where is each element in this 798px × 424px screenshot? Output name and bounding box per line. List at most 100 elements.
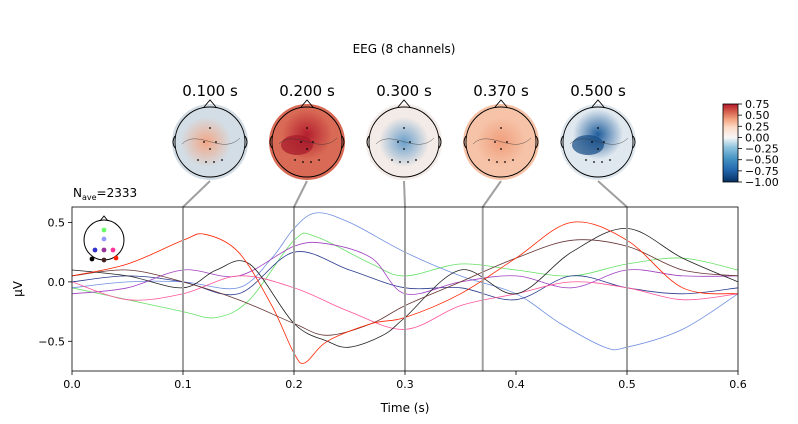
inset-sensor bbox=[101, 257, 107, 263]
trace-ch2 bbox=[71, 212, 739, 351]
nave-subscript: ave bbox=[82, 193, 97, 202]
topomap-connector bbox=[597, 180, 628, 208]
sensor-dot bbox=[310, 161, 312, 163]
colorbar-tick-label: −1.00 bbox=[745, 176, 779, 189]
colorbar-tick-label: −0.75 bbox=[745, 165, 779, 178]
nave-n: N bbox=[73, 186, 82, 200]
right-ear bbox=[632, 135, 636, 149]
colorbar-ticks: 0.750.500.250.00−0.25−0.50−0.75−1.00 bbox=[738, 98, 779, 189]
topomap-extremum bbox=[572, 135, 604, 155]
sensor-dot bbox=[300, 141, 302, 143]
left-ear bbox=[560, 135, 564, 149]
sensor-dot bbox=[585, 159, 587, 161]
colorbar-tick-label: 0.75 bbox=[745, 98, 770, 111]
sensor-dot bbox=[197, 159, 199, 161]
colorbar: 0.750.500.250.00−0.25−0.50−0.75−1.00 bbox=[722, 98, 779, 189]
topomap-time-label: 0.100 s bbox=[182, 82, 238, 100]
left-ear bbox=[463, 135, 467, 149]
contour-line bbox=[472, 137, 532, 145]
contour-line bbox=[181, 137, 241, 145]
head-outline bbox=[368, 106, 440, 178]
inset-sensor bbox=[89, 256, 95, 262]
sensor-dot bbox=[403, 148, 405, 150]
topomap-time-label: 0.200 s bbox=[279, 82, 335, 100]
sensor-dot bbox=[593, 161, 595, 163]
x-tick-label: 0.3 bbox=[396, 378, 414, 391]
nave-annotation: Nave=2333 bbox=[73, 186, 137, 202]
inset-sensor bbox=[110, 247, 116, 253]
sensor-dot bbox=[209, 127, 211, 129]
sensor-dot bbox=[215, 141, 217, 143]
topomap-time-label: 0.500 s bbox=[570, 82, 626, 100]
left-ear bbox=[366, 135, 370, 149]
left-ear bbox=[172, 135, 176, 149]
sensor-dot bbox=[415, 159, 417, 161]
colorbar-tick-label: 0.25 bbox=[745, 120, 770, 133]
y-tick-label: −0.5 bbox=[38, 335, 65, 348]
sensor-dot bbox=[399, 161, 401, 163]
right-ear bbox=[535, 135, 539, 149]
sensor-dot bbox=[488, 159, 490, 161]
topomap-field bbox=[366, 104, 442, 180]
head-outline bbox=[562, 106, 634, 178]
trace-ch7 bbox=[71, 239, 739, 336]
trace-ch1 bbox=[71, 232, 739, 319]
plot-area: 0.0 0.1 0.2 0.3 0.4 0.5 0.6 0.5 0.0 −0.5 bbox=[38, 206, 747, 391]
nose bbox=[591, 99, 605, 108]
sensor-dot bbox=[496, 161, 498, 163]
sensor-dot bbox=[203, 141, 205, 143]
sensor-dot bbox=[609, 159, 611, 161]
sensor-dot bbox=[312, 141, 314, 143]
x-axis-label: Time (s) bbox=[380, 401, 430, 415]
contour-line bbox=[569, 137, 629, 145]
inset-sensor bbox=[101, 227, 107, 233]
nose bbox=[300, 99, 314, 108]
sensor-dot bbox=[221, 159, 223, 161]
topomap-2: 0.200 s bbox=[269, 82, 345, 180]
left-ear bbox=[269, 135, 273, 149]
sensor-dot bbox=[407, 161, 409, 163]
x-tick-label: 0.6 bbox=[729, 378, 747, 391]
sensor-dot bbox=[591, 141, 593, 143]
right-ear bbox=[244, 135, 248, 149]
topomap-4: 0.370 s bbox=[463, 82, 539, 180]
sensor-dot bbox=[294, 159, 296, 161]
sensor-dot bbox=[306, 127, 308, 129]
x-tick-label: 0.0 bbox=[63, 378, 81, 391]
colorbar-tick-label: 0.00 bbox=[745, 131, 770, 144]
topomap-5: 0.500 s bbox=[560, 82, 636, 180]
sensor-dot bbox=[597, 127, 599, 129]
head-outline bbox=[465, 106, 537, 178]
sensor-dot bbox=[500, 127, 502, 129]
x-tick-label: 0.1 bbox=[174, 378, 192, 391]
trace-ch4 bbox=[71, 241, 739, 295]
x-tick-label: 0.4 bbox=[507, 378, 525, 391]
topomap-3: 0.300 s bbox=[366, 82, 442, 180]
sensor-dot bbox=[302, 161, 304, 163]
sensor-dot bbox=[318, 159, 320, 161]
time-markers bbox=[182, 207, 628, 371]
sensor-inset bbox=[83, 215, 125, 263]
trace-ch8 bbox=[71, 221, 739, 364]
inset-sensor bbox=[113, 255, 119, 261]
sensor-dot bbox=[601, 161, 603, 163]
nave-value: =2333 bbox=[97, 186, 138, 200]
sensor-dot bbox=[409, 141, 411, 143]
figure-title: EEG (8 channels) bbox=[353, 42, 456, 56]
sensor-dot bbox=[504, 161, 506, 163]
topomap-connector bbox=[182, 180, 211, 208]
y-axis-ticks: 0.5 0.0 −0.5 bbox=[38, 216, 72, 348]
colorbar-tick-label: −0.25 bbox=[745, 143, 779, 156]
topomap-field bbox=[463, 104, 539, 180]
right-ear bbox=[438, 135, 442, 149]
nose bbox=[494, 99, 508, 108]
sensor-dot bbox=[205, 161, 207, 163]
colorbar-tick-label: −0.50 bbox=[745, 154, 779, 167]
sensor-dot bbox=[213, 161, 215, 163]
y-tick-label: 0.5 bbox=[48, 216, 66, 229]
x-tick-label: 0.2 bbox=[285, 378, 303, 391]
sensor-dot bbox=[500, 148, 502, 150]
inset-sensor bbox=[92, 247, 98, 253]
sensor-dot bbox=[506, 141, 508, 143]
connector-lines bbox=[182, 180, 628, 208]
